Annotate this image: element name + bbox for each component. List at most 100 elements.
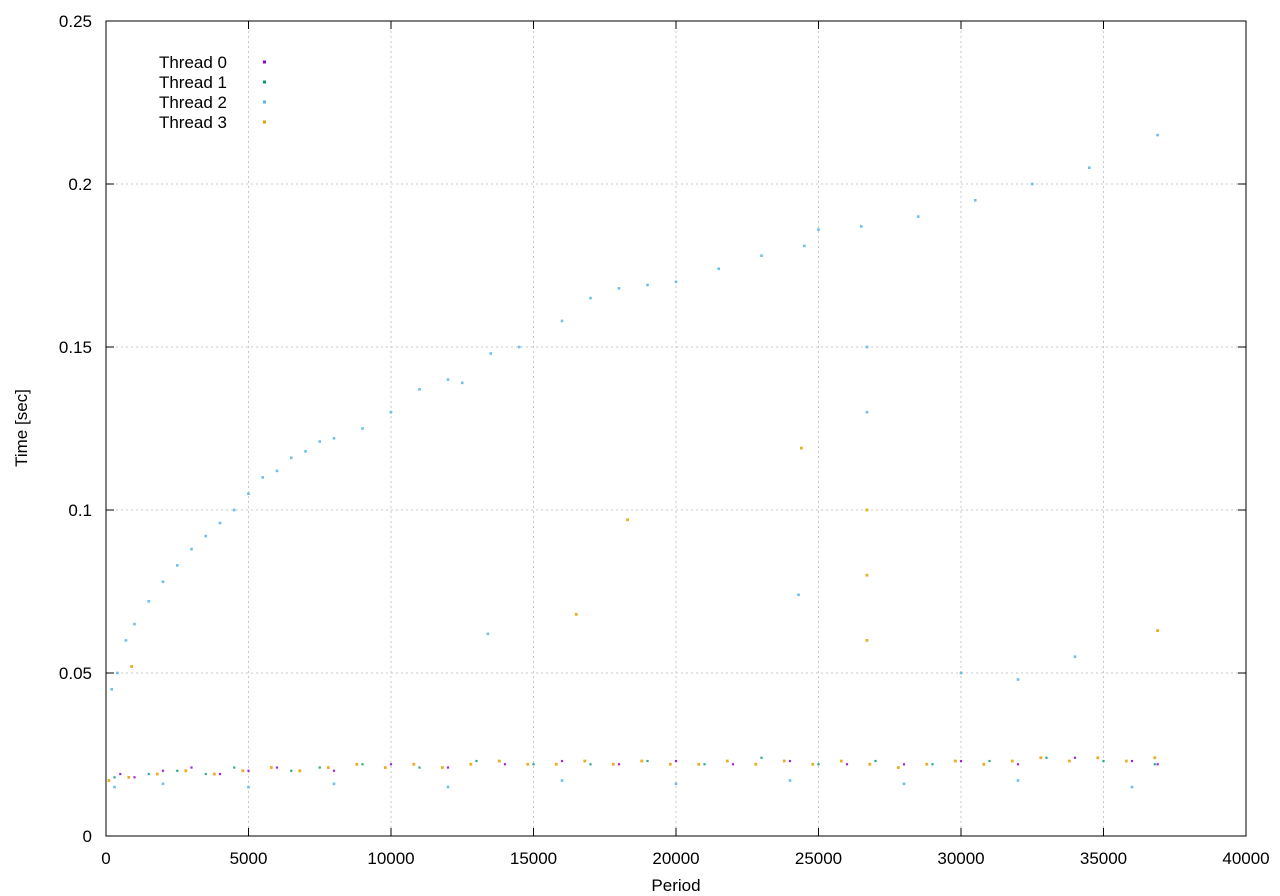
- data-point: [460, 381, 464, 385]
- data-point: [290, 769, 293, 772]
- data-point: [717, 267, 721, 271]
- legend-label: Thread 0: [159, 53, 227, 72]
- y-tick-label: 0.15: [59, 338, 92, 357]
- legend-marker: [263, 120, 266, 124]
- data-point: [865, 508, 869, 512]
- data-point: [241, 769, 245, 773]
- data-point: [1156, 629, 1160, 633]
- data-point: [725, 759, 729, 763]
- data-points: [107, 133, 1160, 789]
- data-point: [355, 762, 359, 766]
- data-point: [269, 766, 273, 769]
- data-point: [845, 763, 849, 766]
- data-point: [959, 671, 963, 675]
- data-point: [116, 671, 119, 675]
- data-point: [760, 254, 763, 258]
- data-point: [874, 759, 877, 763]
- data-point: [133, 622, 136, 626]
- data-point: [800, 446, 803, 450]
- data-point: [703, 763, 706, 766]
- x-tick-label: 0: [101, 849, 110, 868]
- data-point: [389, 410, 393, 414]
- data-point: [212, 772, 216, 776]
- data-point: [133, 776, 136, 779]
- data-point: [383, 766, 387, 769]
- data-point: [1153, 756, 1157, 760]
- data-point: [110, 688, 113, 691]
- legend-label: Thread 2: [159, 93, 227, 112]
- data-point: [446, 766, 450, 769]
- data-point: [332, 782, 336, 786]
- data-point: [1045, 756, 1048, 759]
- data-point: [107, 779, 111, 782]
- data-point: [589, 763, 592, 766]
- data-point: [865, 573, 869, 577]
- data-point: [668, 762, 672, 766]
- data-point: [646, 759, 649, 763]
- data-point: [760, 756, 763, 759]
- data-point: [289, 456, 293, 460]
- data-point: [925, 762, 929, 766]
- data-point: [560, 319, 564, 323]
- data-point: [788, 759, 792, 763]
- data-point: [218, 521, 222, 525]
- data-point: [902, 763, 906, 766]
- y-tick-label: 0: [83, 827, 92, 846]
- data-point: [275, 469, 279, 473]
- data-point: [1073, 655, 1077, 658]
- data-point: [1156, 133, 1159, 137]
- x-tick-label: 40000: [1222, 849, 1269, 868]
- data-point: [802, 244, 806, 248]
- data-point: [617, 763, 621, 766]
- data-point: [412, 762, 416, 766]
- y-tick-labels: 0 0.05 0.1 0.15 0.2 0.25: [59, 12, 92, 846]
- data-point: [674, 782, 678, 786]
- data-point: [190, 547, 193, 551]
- data-point: [486, 632, 490, 636]
- data-point: [1067, 759, 1071, 763]
- data-point: [589, 296, 592, 300]
- data-point: [113, 776, 116, 779]
- data-point: [161, 580, 165, 584]
- data-point: [959, 759, 963, 763]
- data-point: [155, 772, 159, 776]
- data-point: [175, 564, 179, 567]
- data-point: [1073, 756, 1077, 759]
- data-point: [361, 427, 364, 430]
- data-point: [218, 772, 222, 776]
- x-axis-label: Period: [651, 876, 700, 895]
- y-tick-label: 0.1: [68, 501, 92, 520]
- legend-label: Thread 3: [159, 113, 227, 132]
- data-point: [147, 772, 150, 776]
- y-tick-label: 0.05: [59, 664, 92, 683]
- data-point: [190, 766, 193, 769]
- data-point: [446, 785, 450, 789]
- data-point: [611, 762, 615, 766]
- data-point: [489, 352, 493, 355]
- data-point: [526, 762, 530, 766]
- data-point: [788, 779, 792, 782]
- data-point: [1030, 182, 1034, 186]
- data-point: [1010, 759, 1014, 763]
- data-point: [754, 762, 758, 766]
- data-point: [326, 766, 330, 769]
- data-point: [953, 759, 957, 763]
- data-point: [232, 508, 236, 512]
- data-point: [318, 766, 321, 769]
- data-point: [119, 772, 122, 776]
- data-point: [304, 450, 307, 453]
- data-point: [389, 763, 393, 766]
- data-point: [532, 763, 535, 766]
- data-point: [446, 378, 450, 381]
- data-point: [811, 762, 815, 766]
- data-point: [973, 199, 977, 202]
- data-point: [916, 215, 920, 218]
- data-point: [184, 769, 188, 773]
- data-point: [583, 759, 587, 763]
- data-point: [440, 766, 444, 769]
- data-point: [554, 762, 558, 766]
- data-point: [503, 763, 507, 766]
- axis-ticks: [105, 20, 1247, 837]
